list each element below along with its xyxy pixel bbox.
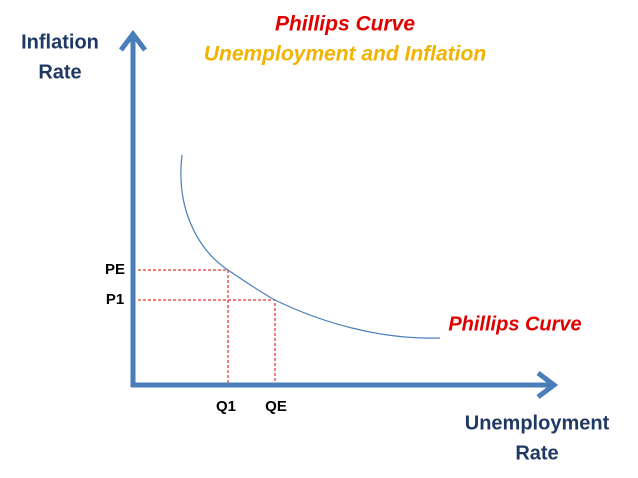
y-axis-arrow [119, 29, 147, 52]
pe-guide [138, 269, 229, 385]
y-axis-label: Inflation [21, 31, 99, 53]
p1-guide [138, 299, 276, 385]
phillips-curve [180, 154, 441, 339]
x-axis-label: Unemployment [465, 412, 610, 434]
y-tick-label: PE [105, 261, 125, 278]
title: Phillips Curve [275, 13, 415, 36]
x-tick-label: QE [265, 398, 287, 415]
y-tick-label: P1 [106, 291, 124, 308]
curve-label: Phillips Curve [448, 313, 581, 335]
x-axis-arrow [536, 371, 559, 399]
x-axis-label: Rate [515, 442, 558, 464]
subtitle: Unemployment and Inflation [204, 43, 486, 66]
x-tick-label: Q1 [216, 398, 236, 415]
y-axis-label: Rate [38, 61, 81, 83]
